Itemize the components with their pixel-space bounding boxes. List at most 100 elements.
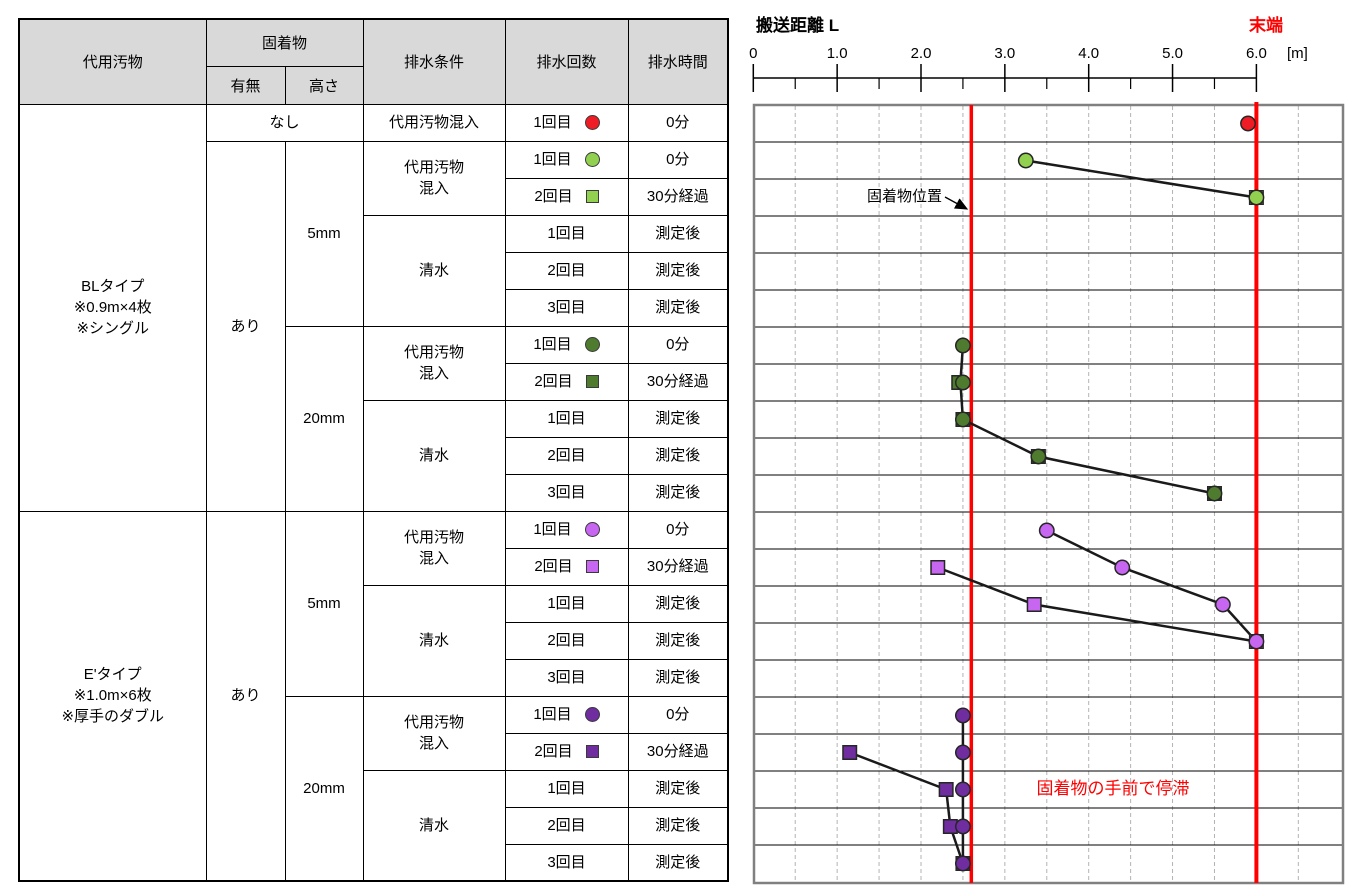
cell-text: 3回目: [547, 299, 586, 316]
cell-text: 代用汚物 混入: [403, 714, 464, 752]
table-cell: 測定後: [627, 251, 729, 290]
circle-marker-E-20mm: [954, 707, 971, 724]
cell-text: 2回目: [547, 632, 586, 649]
unit-label: [m]: [1287, 45, 1308, 62]
table-cell: 2回目: [504, 621, 629, 660]
cell-text: 0分: [666, 151, 690, 168]
table-cell: 0分: [627, 510, 729, 549]
table-cell: 測定後: [627, 806, 729, 845]
table-cell: 0分: [627, 695, 729, 734]
table-cell: 0分: [627, 103, 729, 142]
table-row: 2回目 測定後: [19, 621, 729, 660]
circle-marker-BL-5mm: [1248, 189, 1265, 206]
stall-label: 固着物の手前で停滞: [1037, 779, 1190, 798]
cell-text: 1回目: [547, 780, 586, 797]
table-cell: 2回目: [504, 436, 629, 475]
cell-text: 2回目: [547, 817, 586, 834]
cell-text: 1回目: [533, 521, 572, 538]
header-drain-condition: 排水条件: [362, 18, 506, 105]
circle-marker-BL-20mm: [954, 411, 971, 428]
table-row: BLタイプ ※0.9m×4枚 ※シングル なし 代用汚物混入 1回目 0分: [18, 103, 729, 512]
table-row: 3回目 測定後: [19, 288, 729, 327]
table-cell: 測定後: [627, 584, 729, 623]
series-line-BL-20mm: [959, 345, 1215, 495]
circle-marker-BL-20mm: [954, 337, 971, 354]
circle-marker-icon: [584, 115, 600, 130]
tick-label: 2.0: [911, 45, 932, 62]
circle-marker-icon: [584, 707, 600, 722]
cell-text: 代用汚物 混入: [403, 159, 464, 197]
table-cell: 3回目: [504, 473, 629, 512]
fixture-arrow: [944, 196, 969, 210]
circle-marker-icon: [584, 152, 600, 167]
square-marker-E-20mm: [842, 745, 858, 760]
cell-text: 30分経過: [646, 188, 709, 205]
header-drain-count: 排水回数: [504, 18, 629, 105]
table-cell: 2回目: [504, 362, 629, 401]
table-cell: 測定後: [627, 214, 729, 253]
table-cell: なし: [205, 103, 364, 142]
table-cell: あり: [205, 510, 286, 882]
table-cell: 5mm: [284, 510, 364, 697]
cell-text: 代用汚物 混入: [403, 344, 464, 382]
cell-text: 測定後: [655, 225, 701, 242]
table-cell: 2回目: [504, 732, 629, 771]
table-cell: あり: [205, 140, 286, 512]
circle-marker-E-20mm: [954, 818, 971, 835]
table-cell: 代用汚物 混入: [362, 325, 506, 401]
fixture-label: 固着物位置: [867, 188, 942, 205]
table-row: E'タイプ ※1.0m×6枚 ※厚手のダブル あり 5mm 代用汚物 混入 1回目 0分: [18, 510, 729, 882]
cell-text: 1回目: [533, 336, 572, 353]
header-substitute-waste: 代用汚物: [18, 18, 207, 105]
table-row: 2回目 30分経過: [19, 177, 729, 216]
cell-text: あり: [230, 687, 261, 705]
cell-text: E'タイプ ※1.0m×6枚 ※厚手のダブル: [61, 666, 165, 726]
cell-text: 20mm: [303, 410, 345, 427]
table-header: 代用汚物 固着物 排水条件 排水回数 排水時間 有無 高さ: [18, 18, 729, 105]
circle-marker-E-5mm: [1038, 522, 1055, 539]
cell-text: 測定後: [655, 817, 701, 834]
table-cell: 2回目: [504, 806, 629, 845]
table-cell: 3回目: [504, 843, 629, 882]
table-cell: 2回目: [504, 177, 629, 216]
table-cell: 3回目: [504, 288, 629, 327]
table-row: 清水 1回目 測定後: [19, 769, 729, 882]
cell-text: 清水: [418, 262, 449, 279]
circle-marker-BL-5mm: [1017, 152, 1034, 169]
cell-text: BLタイプ ※0.9m×4枚 ※シングル: [73, 278, 152, 337]
cell-text: 測定後: [655, 669, 701, 686]
tick-label: 0: [749, 45, 757, 62]
circle-marker-E-5mm: [1114, 559, 1131, 576]
table-cell: 清水: [362, 769, 506, 882]
table-cell: 測定後: [627, 399, 729, 438]
cell-text: 2回目: [547, 447, 586, 464]
series-line-E-5mm: [937, 566, 1257, 643]
table-row: 3回目 測定後: [19, 843, 729, 882]
cell-text: 1回目: [533, 151, 572, 168]
cell-text: 代用汚物 混入: [403, 529, 464, 567]
table-cell: 1回目: [504, 214, 629, 253]
cell-text: あり: [230, 317, 261, 335]
table-cell: 1回目: [504, 103, 629, 142]
table-row: 2回目 30分経過: [19, 362, 729, 401]
square-marker-E-5mm: [930, 560, 946, 575]
circle-marker-BL-20mm: [1206, 485, 1223, 502]
table-cell: 0分: [627, 325, 729, 364]
table-row: 3回目 測定後: [19, 658, 729, 697]
table-cell: 30分経過: [627, 547, 729, 586]
table-cell: 測定後: [627, 288, 729, 327]
circle-marker-E-5mm: [1214, 596, 1231, 613]
square-marker-E-20mm: [938, 782, 954, 797]
cell-text: 1回目: [547, 410, 586, 427]
axis-title: 搬送距離 L: [756, 15, 839, 35]
cell-text: 測定後: [655, 853, 701, 871]
table-cell: 1回目: [504, 769, 629, 808]
tick-label: 1.0: [827, 45, 848, 62]
plot-border: [752, 103, 1345, 885]
table-cell: 測定後: [627, 769, 729, 808]
table-cell: 20mm: [284, 325, 364, 512]
end-label: 末端: [1249, 15, 1283, 35]
cell-text: 30分経過: [646, 558, 709, 575]
cell-text: なし: [269, 114, 300, 131]
cell-text: 測定後: [655, 484, 701, 501]
